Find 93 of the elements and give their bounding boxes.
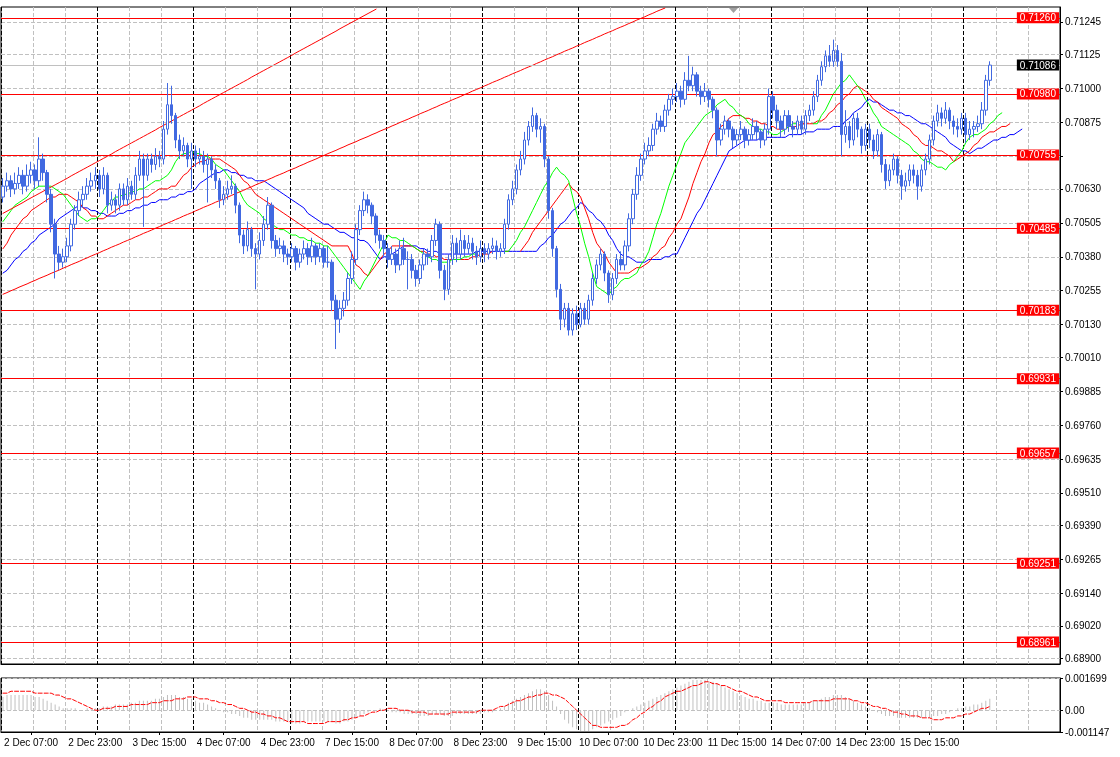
x-tick-label: 2 Dec 07:00 bbox=[4, 736, 59, 748]
ref-line-label: 0.71086 bbox=[1019, 59, 1057, 71]
candlestick bbox=[467, 234, 470, 255]
y-tick-label: 0.001699 bbox=[1065, 672, 1108, 684]
candlestick bbox=[783, 109, 787, 136]
y-tick-label: 0.70875 bbox=[1065, 116, 1102, 128]
y-tick-label: 0.68900 bbox=[1065, 653, 1102, 665]
candlestick bbox=[832, 39, 835, 68]
candlestick bbox=[483, 242, 486, 263]
ref-line-label: 0.70183 bbox=[1019, 304, 1057, 316]
x-tick-label: 7 Dec 15:00 bbox=[325, 736, 380, 748]
y-tick-label: 0.70630 bbox=[1065, 183, 1102, 195]
candlestick bbox=[852, 112, 855, 146]
y-tick-label: 0.71125 bbox=[1065, 49, 1101, 61]
ref-line-label: 0.69251 bbox=[1019, 557, 1057, 569]
candlestick bbox=[491, 237, 494, 255]
candlestick bbox=[751, 117, 755, 141]
candlestick bbox=[940, 106, 943, 127]
candlestick bbox=[98, 169, 101, 198]
x-tick-label: 9 Dec 15:00 bbox=[517, 736, 572, 748]
y-tick-label: 0.70255 bbox=[1065, 285, 1102, 297]
candlestick bbox=[743, 125, 747, 149]
candlestick bbox=[495, 239, 498, 260]
ref-line-label: 0.69931 bbox=[1019, 373, 1057, 385]
candlestick bbox=[571, 307, 574, 336]
x-tick-label: 11 Dec 15:00 bbox=[707, 736, 767, 748]
candlestick bbox=[675, 82, 679, 103]
candlestick bbox=[479, 239, 482, 263]
candlestick bbox=[126, 177, 129, 206]
candlestick bbox=[459, 229, 462, 260]
candlestick bbox=[310, 237, 314, 263]
y-tick-label: 0.69635 bbox=[1065, 453, 1102, 465]
y-tick-label: 0.69510 bbox=[1065, 487, 1102, 499]
x-tick-label: 8 Dec 07:00 bbox=[389, 736, 444, 748]
candlestick bbox=[463, 234, 466, 258]
y-tick-label: 0.70380 bbox=[1065, 251, 1102, 263]
x-tick-label: 3 Dec 15:00 bbox=[132, 736, 187, 748]
y-tick-label: -0.001147 bbox=[1065, 726, 1110, 738]
x-tick-label: 4 Dec 07:00 bbox=[196, 736, 252, 748]
x-tick-label: 2 Dec 23:00 bbox=[68, 736, 123, 748]
x-tick-label: 14 Dec 07:00 bbox=[771, 736, 832, 748]
candlestick bbox=[956, 117, 959, 138]
y-tick-label: 0.69760 bbox=[1065, 419, 1102, 431]
y-tick-label: 0.71000 bbox=[1065, 82, 1102, 94]
x-tick-label: 8 Dec 23:00 bbox=[453, 736, 508, 748]
candlestick bbox=[118, 182, 121, 212]
candlestick bbox=[828, 44, 831, 68]
y-tick-label: 0.71245 bbox=[1065, 16, 1102, 28]
y-tick-label: 0.70010 bbox=[1065, 351, 1102, 363]
ref-line-label: 0.70485 bbox=[1019, 222, 1057, 234]
ref-line-label: 0.70755 bbox=[1019, 149, 1057, 161]
x-tick-label: 14 Dec 23:00 bbox=[835, 736, 896, 748]
candlestick bbox=[37, 136, 41, 187]
ref-line-label: 0.70980 bbox=[1019, 88, 1057, 100]
candlestick bbox=[206, 153, 209, 203]
ref-line-label: 0.69657 bbox=[1019, 447, 1057, 459]
y-tick-label: 0.00 bbox=[1065, 704, 1085, 716]
candlestick bbox=[306, 242, 310, 266]
y-tick-label: 0.70130 bbox=[1065, 319, 1102, 331]
candlestick bbox=[314, 242, 318, 266]
candlestick bbox=[864, 123, 867, 152]
candlestick bbox=[190, 142, 193, 190]
candlestick bbox=[804, 109, 807, 136]
candlestick bbox=[787, 109, 791, 133]
y-tick-label: 0.69885 bbox=[1065, 385, 1102, 397]
candlestick bbox=[964, 112, 967, 144]
candlestick bbox=[9, 174, 13, 198]
y-tick-label: 0.69265 bbox=[1065, 553, 1102, 565]
candlestick bbox=[282, 239, 286, 263]
x-tick-label: 4 Dec 23:00 bbox=[260, 736, 316, 748]
candlestick bbox=[487, 242, 490, 260]
candlestick bbox=[972, 120, 976, 138]
x-tick-label: 10 Dec 23:00 bbox=[643, 736, 704, 748]
candlestick bbox=[579, 302, 582, 328]
y-tick-label: 0.69390 bbox=[1065, 520, 1102, 532]
candlestick bbox=[944, 101, 947, 125]
candlestick bbox=[398, 239, 402, 271]
y-tick-label: 0.70505 bbox=[1065, 217, 1102, 229]
x-tick-label: 15 Dec 15:00 bbox=[899, 736, 960, 748]
candlestick bbox=[25, 163, 29, 193]
candlestick bbox=[294, 245, 298, 271]
y-tick-label: 0.69020 bbox=[1065, 620, 1102, 632]
ref-line-label: 0.68961 bbox=[1019, 636, 1057, 648]
candlestick bbox=[567, 302, 570, 336]
line-series bbox=[2, 681, 991, 728]
candlestick bbox=[17, 166, 21, 190]
candlestick bbox=[154, 147, 157, 171]
x-tick-label: 10 Dec 07:00 bbox=[578, 736, 639, 748]
candlestick bbox=[142, 153, 145, 228]
candlestick bbox=[322, 245, 326, 269]
ref-line-label: 0.71260 bbox=[1019, 12, 1057, 24]
candlestick bbox=[703, 82, 707, 103]
y-tick-label: 0.69140 bbox=[1065, 587, 1102, 599]
